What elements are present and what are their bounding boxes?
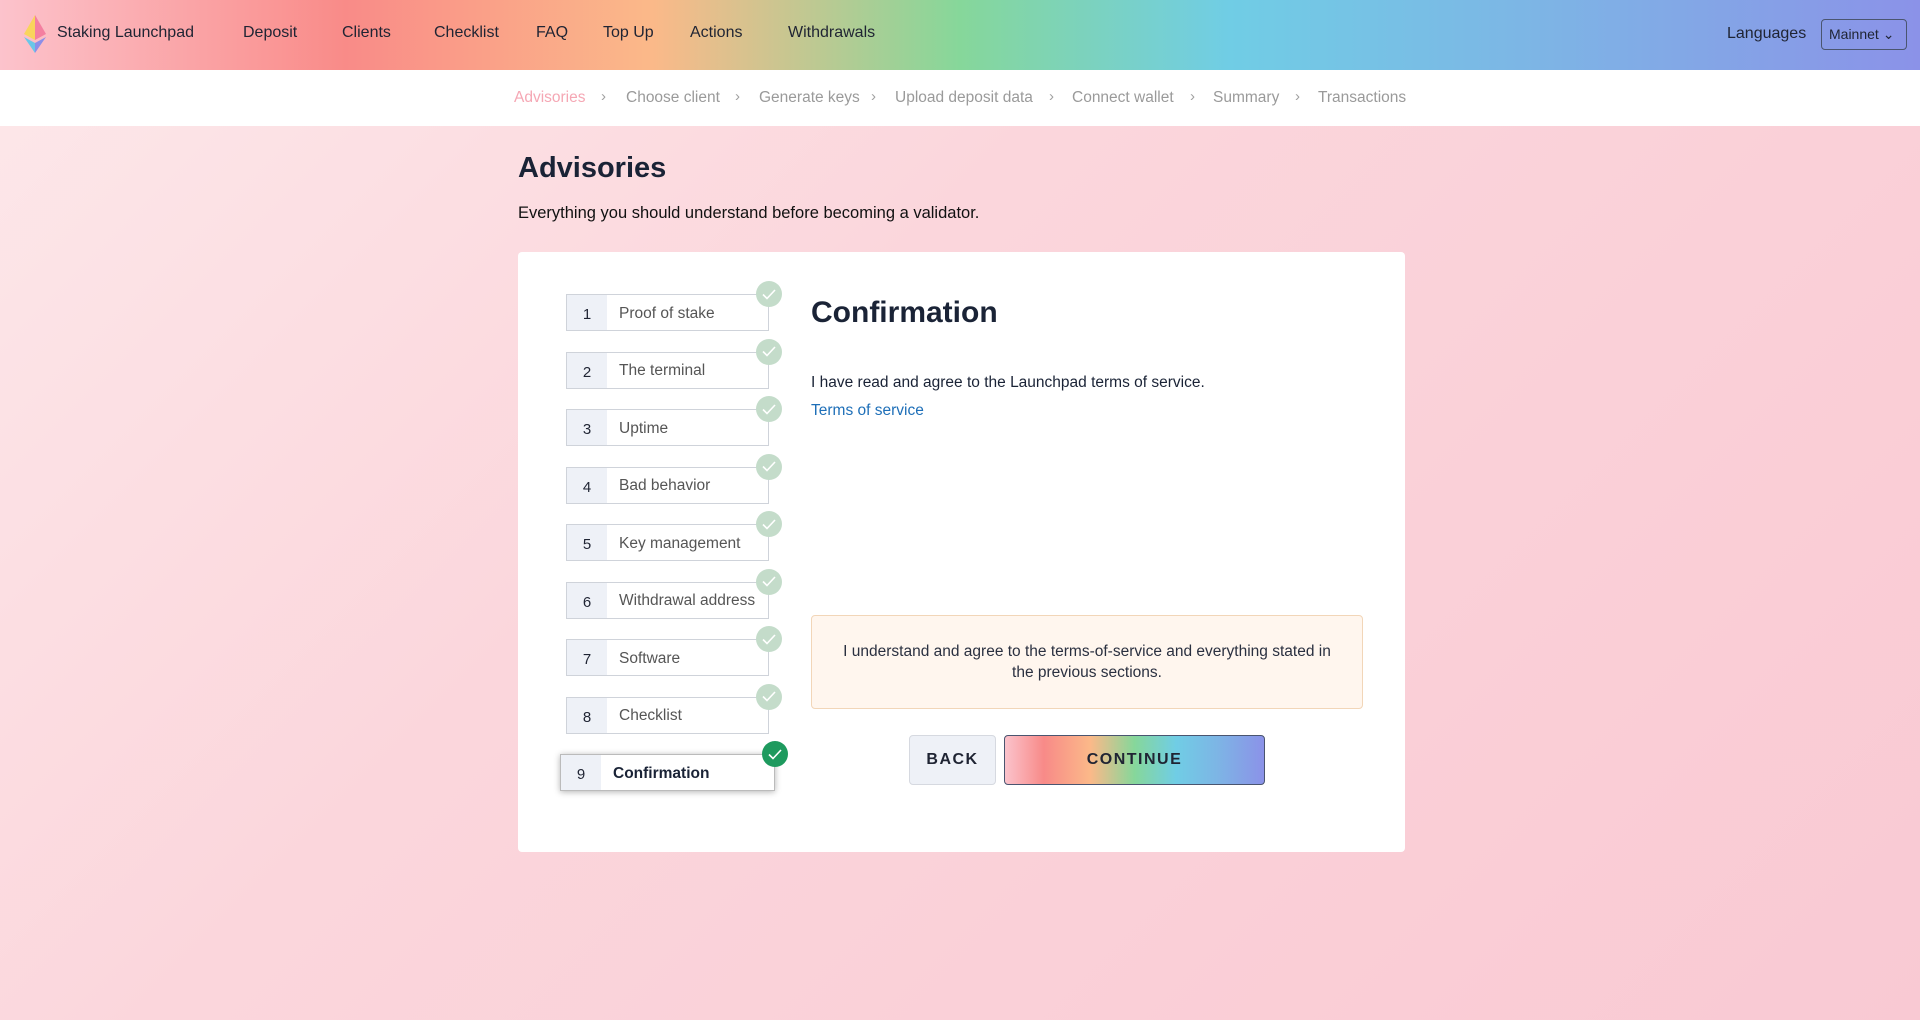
- step-label: Proof of stake: [619, 304, 715, 322]
- step-label: Checklist: [619, 707, 682, 724]
- step-label: Key management: [619, 534, 741, 552]
- step-9[interactable]: 9 Confirmation: [560, 741, 788, 791]
- breadcrumb-choose-client: Choose client: [626, 89, 720, 106]
- step-7[interactable]: 7 Software: [566, 626, 782, 676]
- languages-link[interactable]: Languages: [1727, 25, 1807, 42]
- step-label: The terminal: [619, 362, 706, 379]
- network-select[interactable]: Mainnet ⌄: [1821, 19, 1907, 50]
- step-5[interactable]: 5 Key management: [566, 511, 782, 561]
- chevron-right-icon: ›: [871, 88, 876, 105]
- nav-faq[interactable]: FAQ: [536, 24, 569, 41]
- chevron-right-icon: ›: [1049, 88, 1054, 105]
- page-subtitle: Everything you should understand before …: [518, 204, 980, 222]
- step-number: 6: [567, 582, 607, 618]
- step-number: 2: [567, 352, 607, 388]
- step-number: 1: [567, 295, 607, 330]
- section-heading: Confirmation: [811, 296, 998, 329]
- step-number: 3: [567, 410, 607, 445]
- check-circle-icon: [756, 626, 782, 652]
- check-circle-icon: [756, 568, 782, 595]
- agreement-box[interactable]: I understand and agree to the terms-of-s…: [811, 615, 1363, 709]
- check-circle-icon: [756, 338, 782, 365]
- step-label: Software: [619, 649, 681, 667]
- step-4[interactable]: 4 Bad behavior: [566, 453, 782, 504]
- nav-actions[interactable]: Actions: [690, 24, 743, 41]
- nav-checklist[interactable]: Checklist: [434, 24, 499, 41]
- check-circle-icon: [756, 453, 782, 480]
- breadcrumb-connect-wallet: Connect wallet: [1072, 89, 1174, 106]
- page-title: Advisories: [518, 152, 667, 184]
- step-number: 4: [567, 467, 607, 503]
- breadcrumb-summary: Summary: [1213, 89, 1280, 106]
- breadcrumb-transactions: Transactions: [1318, 89, 1407, 106]
- chevron-right-icon: ›: [601, 88, 606, 105]
- check-circle-icon: [756, 511, 782, 537]
- terms-text: I have read and agree to the Launchpad t…: [811, 374, 1205, 391]
- chevron-right-icon: ›: [735, 88, 740, 105]
- step-label: Withdrawal address: [619, 592, 756, 609]
- check-circle-icon: [762, 741, 788, 767]
- step-3[interactable]: 3 Uptime: [566, 396, 782, 446]
- nav-deposit[interactable]: Deposit: [243, 24, 298, 41]
- nav-clients[interactable]: Clients: [342, 24, 391, 41]
- step-label: Uptime: [619, 419, 669, 437]
- brand-link[interactable]: Staking Launchpad: [57, 24, 194, 41]
- ethereum-logo-icon: [24, 15, 46, 53]
- breadcrumb-upload-deposit-data: Upload deposit data: [895, 89, 1033, 106]
- nav-top-up[interactable]: Top Up: [603, 24, 654, 41]
- chevron-down-icon: ⌄: [1882, 26, 1895, 42]
- step-1[interactable]: 1 Proof of stake: [566, 281, 782, 331]
- chevron-right-icon: ›: [1295, 88, 1300, 105]
- terms-of-service-link[interactable]: Terms of service: [811, 402, 924, 419]
- nav-withdrawals[interactable]: Withdrawals: [788, 24, 876, 41]
- check-circle-icon: [756, 281, 782, 307]
- step-number: 7: [567, 640, 607, 675]
- step-label: Confirmation: [613, 764, 710, 782]
- check-circle-icon: [756, 396, 782, 422]
- step-number: 8: [567, 697, 607, 733]
- network-value: Mainnet: [1829, 26, 1879, 42]
- back-button[interactable]: BACK: [909, 735, 996, 785]
- breadcrumb-advisories[interactable]: Advisories: [514, 89, 586, 106]
- chevron-right-icon: ›: [1190, 88, 1195, 105]
- top-nav-bar: Staking Launchpad Deposit Clients Checkl…: [0, 0, 1920, 70]
- check-circle-icon: [756, 683, 782, 710]
- progress-breadcrumb: Advisories › Choose client › Generate ke…: [0, 70, 1920, 126]
- step-number: 5: [567, 525, 607, 560]
- continue-button[interactable]: CONTINUE: [1004, 735, 1265, 785]
- breadcrumb-generate-keys: Generate keys: [759, 89, 860, 106]
- step-2[interactable]: 2 The terminal: [566, 338, 782, 389]
- step-number: 9: [561, 755, 601, 790]
- step-8[interactable]: 8 Checklist: [566, 683, 782, 734]
- step-6[interactable]: 6 Withdrawal address: [566, 568, 782, 619]
- step-label: Bad behavior: [619, 477, 711, 494]
